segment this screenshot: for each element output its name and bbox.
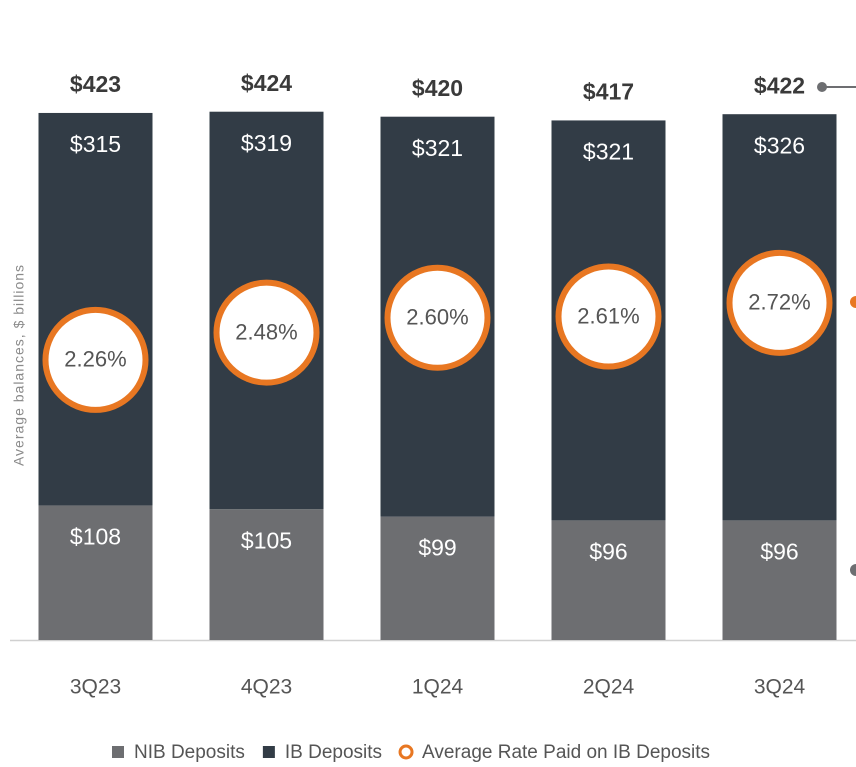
- legend-label: NIB Deposits: [134, 742, 245, 763]
- value-label: $321: [412, 135, 463, 161]
- bar-segment: [551, 520, 666, 640]
- total-label: $420: [412, 75, 463, 101]
- value-label: $326: [754, 132, 805, 158]
- callout-dot: [817, 82, 827, 92]
- x-tick-label: 3Q23: [70, 676, 121, 699]
- rate-marker: [726, 249, 833, 356]
- legend-swatch: [398, 744, 414, 760]
- total-label: $417: [583, 79, 634, 105]
- bar-segment: [209, 509, 324, 640]
- x-tick-label: 2Q24: [583, 676, 635, 699]
- bar-segment: [38, 505, 153, 640]
- legend-swatch: [112, 746, 124, 758]
- x-tick-label: 3Q24: [754, 676, 806, 699]
- value-label: $315: [70, 131, 121, 157]
- legend-swatch: [262, 746, 275, 758]
- rate-label: 2.61%: [577, 303, 639, 328]
- legend-label: Average Rate Paid on IB Deposits: [422, 742, 710, 763]
- bar-segment: [722, 520, 837, 640]
- rate-label: 2.26%: [64, 347, 126, 372]
- y-axis-label: Average balances, $ billions: [11, 264, 27, 466]
- value-label: $108: [70, 524, 121, 550]
- value-label: $321: [583, 139, 634, 165]
- rate-label: 2.48%: [235, 319, 297, 344]
- callout-dot: [850, 564, 856, 576]
- rate-marker: [42, 306, 149, 413]
- value-label: $319: [241, 130, 292, 156]
- rate-marker: [213, 279, 320, 386]
- rate-marker: [555, 263, 662, 370]
- value-label: $96: [589, 538, 627, 564]
- legend-label: IB Deposits: [285, 742, 382, 763]
- bar-segment: [380, 516, 495, 640]
- rate-label: 2.72%: [748, 290, 810, 315]
- x-tick-label: 1Q24: [412, 676, 464, 699]
- rate-marker: [384, 264, 491, 371]
- value-label: $96: [760, 538, 798, 564]
- rate-label: 2.60%: [406, 305, 468, 330]
- value-label: $105: [241, 527, 292, 553]
- value-label: $99: [418, 535, 456, 561]
- x-tick-label: 4Q23: [241, 676, 292, 699]
- total-label: $422: [754, 72, 805, 98]
- total-label: $424: [241, 70, 292, 96]
- total-label: $423: [70, 71, 121, 97]
- callout-dot: [850, 296, 856, 308]
